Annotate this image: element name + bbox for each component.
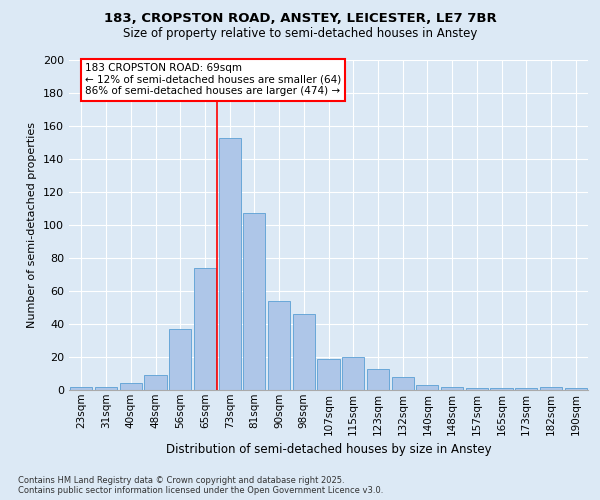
Bar [466,388,488,390]
Text: 183 CROPSTON ROAD: 69sqm
← 12% of semi-detached houses are smaller (64)
86% of s: 183 CROPSTON ROAD: 69sqm ← 12% of semi-d… [85,64,341,96]
Bar [145,375,167,390]
Bar [218,138,241,390]
Bar [268,301,290,390]
Y-axis label: Number of semi-detached properties: Number of semi-detached properties [28,122,37,328]
Bar [95,386,117,390]
Bar [441,386,463,390]
Bar [490,388,512,390]
Text: Size of property relative to semi-detached houses in Anstey: Size of property relative to semi-detach… [123,28,477,40]
Bar [392,377,414,390]
Bar [342,357,364,390]
Bar [194,268,216,390]
Bar [119,384,142,390]
Text: Contains HM Land Registry data © Crown copyright and database right 2025.
Contai: Contains HM Land Registry data © Crown c… [18,476,383,495]
Bar [70,386,92,390]
Bar [317,358,340,390]
Bar [169,329,191,390]
X-axis label: Distribution of semi-detached houses by size in Anstey: Distribution of semi-detached houses by … [166,443,491,456]
Bar [243,214,265,390]
Bar [367,368,389,390]
Bar [416,385,439,390]
Bar [293,314,315,390]
Bar [540,386,562,390]
Text: 183, CROPSTON ROAD, ANSTEY, LEICESTER, LE7 7BR: 183, CROPSTON ROAD, ANSTEY, LEICESTER, L… [104,12,496,26]
Bar [565,388,587,390]
Bar [515,388,538,390]
